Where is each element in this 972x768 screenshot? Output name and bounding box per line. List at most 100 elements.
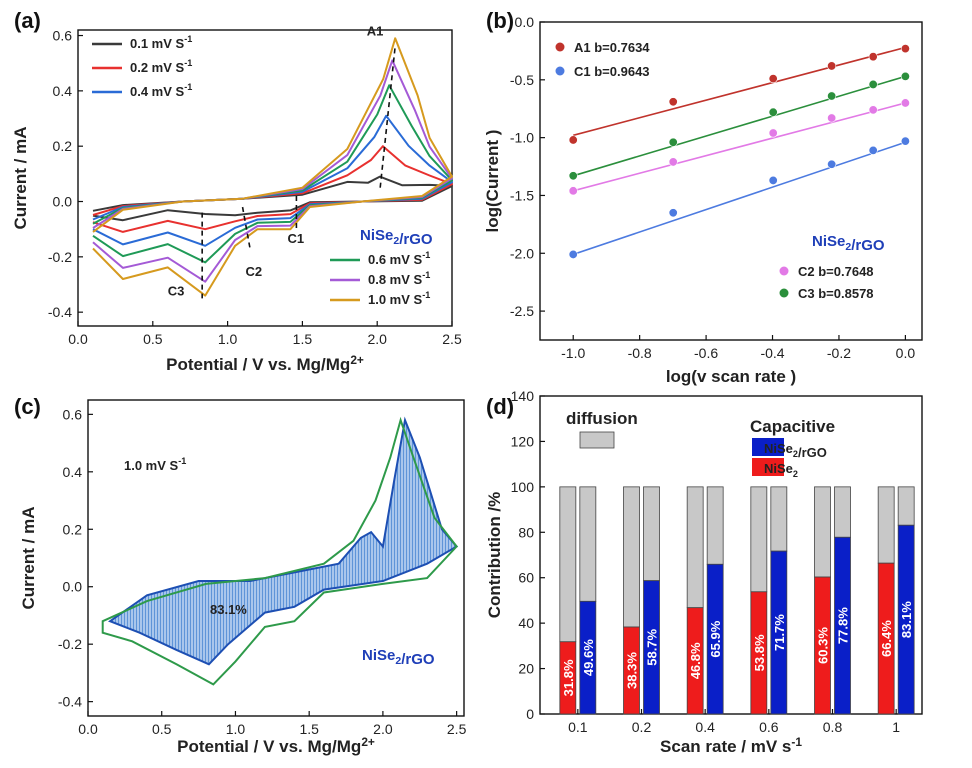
x-tick-label: 0.6 (759, 719, 779, 735)
y-tick-label: 0.2 (53, 138, 73, 154)
legend-marker-1 (555, 66, 565, 76)
data-point-3-1 (668, 137, 678, 147)
a1-dashed-guide (379, 46, 396, 188)
percent-label: 77.8% (836, 607, 851, 644)
x-axis-title: log(v scan rate ) (666, 367, 796, 386)
x-tick-label: 0.0 (896, 345, 916, 361)
percent-label: 71.7% (772, 614, 787, 651)
capacitive-bar (750, 591, 768, 715)
panel-a-label: (a) (14, 8, 41, 33)
y-axis-title: Current / mA (11, 127, 30, 230)
panel-a-cv-curves: (a) 0.0 0.5 1.0 1.5 2.0 2.5 -0.4 -0.2 0.0 0.2 0.4 0.… (11, 8, 462, 374)
legend-label-3: C3 b=0.8578 (798, 286, 874, 301)
x-tick-label: 1.0 (226, 721, 246, 737)
data-point-1-1 (668, 208, 678, 218)
y-tick-label: -0.5 (510, 72, 534, 88)
diffusion-bar (877, 486, 895, 564)
capacitive-bar (877, 562, 895, 715)
y-tick-label: -0.4 (48, 304, 72, 320)
y-tick-label: 120 (511, 433, 535, 449)
data-point-0-3 (827, 61, 837, 71)
legend-diffusion-title: diffusion (566, 409, 638, 428)
data-point-1-2 (768, 175, 778, 185)
legend-label-2: C2 b=0.7648 (798, 264, 874, 279)
panel-d-label: (d) (486, 394, 514, 419)
y-tick-label: -0.2 (48, 249, 72, 265)
x-tick-label: 1.5 (299, 721, 319, 737)
data-point-0-4 (868, 52, 878, 62)
y-tick-label: -0.2 (58, 636, 82, 652)
x-tick-label: 2.5 (442, 331, 462, 347)
legend-label-3: 0.6 mV S-1 (368, 250, 430, 267)
data-point-2-5 (900, 98, 910, 108)
capacitive-bar (897, 524, 915, 715)
legend-nise2-rgo-swatch (752, 438, 784, 456)
x-tick-label: 1.0 (218, 331, 238, 347)
data-point-2-0 (568, 186, 578, 196)
percent-label: 66.4% (879, 620, 894, 657)
percent-label: 49.6% (581, 639, 596, 676)
x-tick-label: 2.0 (367, 331, 387, 347)
x-tick-label: -1.0 (561, 345, 585, 361)
x-tick-label: 1.5 (293, 331, 313, 347)
legend-nise2-swatch (752, 458, 784, 476)
panel-c-label: (c) (14, 394, 41, 419)
legend-diffusion-swatch (579, 431, 615, 449)
data-point-1-4 (868, 145, 878, 155)
y-tick-label: 0.0 (515, 14, 535, 30)
legend-label-5: 1.0 mV S-1 (368, 290, 430, 307)
data-point-2-1 (668, 157, 678, 167)
legend-nise2-rgo-label: NiSe2/rGO (764, 441, 827, 460)
data-point-2-2 (768, 128, 778, 138)
percent-label: 53.8% (752, 634, 767, 671)
x-tick-label: 0.0 (78, 721, 98, 737)
plot-frame (87, 399, 465, 717)
data-point-2-4 (868, 105, 878, 115)
diffusion-bar (770, 486, 788, 552)
legend-label-0: A1 b=0.7634 (574, 40, 650, 55)
x-tick-label: 0.5 (143, 331, 163, 347)
legend-label-1: C1 b=0.9643 (574, 64, 650, 79)
fit-line-3 (572, 75, 906, 177)
y-tick-label: 0.2 (63, 521, 83, 537)
capacitive-bar (834, 536, 851, 715)
y-axis-title: Contribution /% (485, 492, 504, 619)
scan-rate-label: 1.0 mV S-1 (124, 456, 186, 473)
percent-label: 38.3% (625, 652, 640, 689)
capacitive-bar (623, 626, 640, 715)
data-point-3-5 (900, 71, 910, 81)
capacitive-bar (814, 576, 831, 715)
y-tick-label: 100 (511, 479, 535, 495)
annotation-c3: C3 (168, 284, 185, 299)
y-tick-label: 60 (518, 570, 534, 586)
percent-label: 46.8% (688, 642, 703, 679)
cv-curve-series-5 (92, 37, 453, 297)
data-point-2-3 (827, 113, 837, 123)
c2-dashed-guide (241, 206, 251, 249)
capacitive-bar (686, 607, 704, 715)
data-point-3-3 (827, 91, 837, 101)
x-tick-label: 0.1 (568, 719, 588, 735)
y-tick-label: 0.6 (63, 406, 83, 422)
percent-label: 83.1% (899, 601, 914, 638)
diffusion-bar (706, 486, 724, 565)
x-tick-label: 0.8 (823, 719, 843, 735)
data-point-3-2 (768, 107, 778, 117)
y-tick-label: 20 (518, 661, 534, 677)
data-point-3-0 (568, 171, 578, 181)
data-point-0-0 (568, 135, 578, 145)
legend-label-1: 0.2 mV S-1 (130, 58, 192, 75)
capacitive-shaded-area (107, 416, 459, 666)
x-tick-label: -0.2 (827, 345, 851, 361)
diffusion-bar (897, 486, 915, 526)
x-tick-label: -0.4 (760, 345, 784, 361)
capacitive-bar (643, 580, 660, 715)
total-cv-curve (101, 416, 458, 686)
legend-label-4: 0.8 mV S-1 (368, 270, 430, 287)
percent-label: 58.7% (645, 628, 660, 665)
x-axis-title: Scan rate / mV s-1 (660, 735, 802, 756)
plot-frame (539, 21, 923, 341)
capacitive-bar (706, 563, 724, 715)
x-axis-title: Potential / V vs. Mg/Mg2+ (177, 735, 375, 756)
